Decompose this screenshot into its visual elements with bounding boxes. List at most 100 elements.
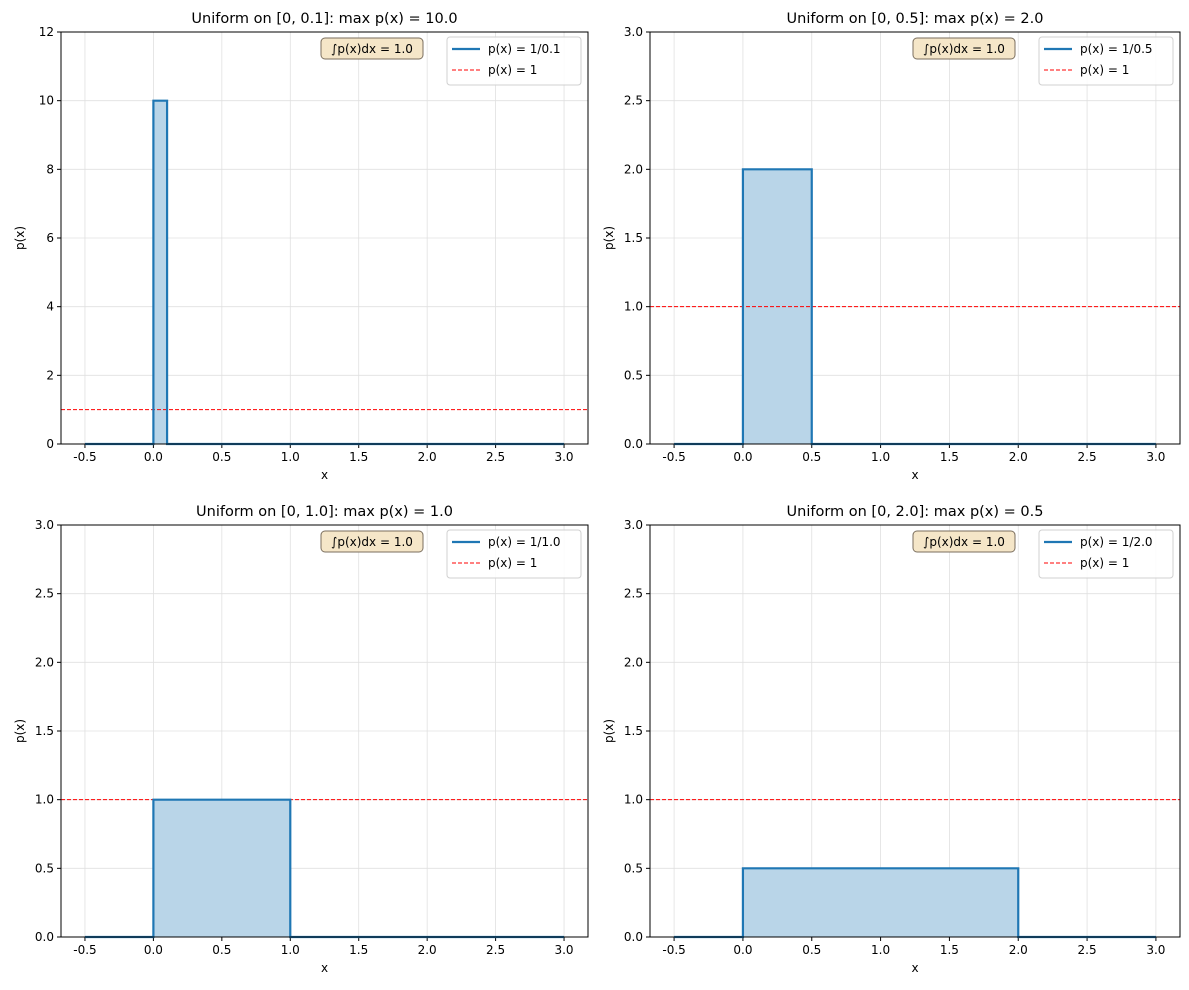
y-tick-label: 6: [46, 231, 54, 245]
x-tick-label: -0.5: [73, 450, 96, 464]
y-tick-label: 0: [46, 437, 54, 451]
legend-label: p(x) = 1: [1080, 63, 1129, 77]
annotation-box: [320, 530, 424, 553]
y-tick-label: 0.5: [624, 368, 643, 382]
y-tick-label: 2.0: [624, 162, 643, 176]
x-axis-label: x: [911, 468, 918, 482]
legend-label: p(x) = 1: [488, 556, 537, 570]
x-tick-label: 2.0: [418, 943, 437, 957]
axes-frame: [60, 31, 589, 445]
x-tick-label: 0.0: [144, 450, 163, 464]
annotation-text: ∫p(x)dx = 1.0: [923, 42, 1005, 56]
x-tick-label: 2.5: [486, 943, 505, 957]
y-tick-label: 2.0: [35, 655, 54, 669]
axes-frame: [60, 524, 589, 938]
x-tick-label: 1.0: [871, 943, 890, 957]
x-tick-label: 3.0: [1146, 450, 1165, 464]
annotation-text: ∫p(x)dx = 1.0: [923, 535, 1005, 549]
axes-frame: [649, 31, 1181, 445]
x-tick-label: 0.5: [802, 943, 821, 957]
y-tick-label: 3.0: [35, 518, 54, 532]
y-tick-label: 1.5: [624, 724, 643, 738]
x-tick-label: 1.0: [281, 943, 300, 957]
y-tick-label: 2: [46, 368, 54, 382]
density-fill-area: [742, 868, 1019, 937]
y-axis-label: p(x): [13, 719, 27, 743]
y-tick-label: 2.5: [624, 94, 643, 108]
x-tick-label: 1.5: [940, 943, 959, 957]
subplot-title: Uniform on [0, 0.5]: max p(x) = 2.0: [787, 11, 1044, 27]
x-tick-label: 1.5: [349, 450, 368, 464]
axes-frame: [649, 524, 1181, 938]
y-tick-label: 2.5: [35, 587, 54, 601]
subplot-4: -0.5 0.0 0.5 1.0 1.5 2.0 2.5 3.0 0.0 0.5 1.0 1.5 2.0…: [602, 504, 1181, 975]
subplot-title: Uniform on [0, 0.1]: max p(x) = 10.0: [191, 11, 457, 27]
x-tick-label: 3.0: [554, 450, 573, 464]
y-tick-label: 12: [39, 25, 54, 39]
y-tick-label: 0.5: [35, 861, 54, 875]
y-tick-label: 1.0: [624, 300, 643, 314]
y-tick-label: 1.5: [624, 231, 643, 245]
x-axis-label: x: [321, 468, 328, 482]
y-tick-label: 2.0: [624, 655, 643, 669]
legend-label: p(x) = 1/0.1: [488, 42, 561, 56]
subplot-2: -0.5 0.0 0.5 1.0 1.5 2.0 2.5 3.0 0.0 0.5 1.0 1.5 2.0…: [602, 11, 1181, 482]
legend-label: p(x) = 1: [488, 63, 537, 77]
x-tick-label: 1.0: [281, 450, 300, 464]
density-fill-area: [153, 799, 291, 937]
x-tick-label: -0.5: [662, 450, 685, 464]
legend-label: p(x) = 1/0.5: [1080, 42, 1153, 56]
x-tick-label: 0.5: [802, 450, 821, 464]
x-tick-label: 3.0: [1146, 943, 1165, 957]
legend-box: [446, 36, 582, 86]
legend-box: [1038, 529, 1174, 579]
x-tick-label: 1.5: [940, 450, 959, 464]
x-tick-label: 2.5: [1078, 450, 1097, 464]
y-tick-label: 3.0: [624, 518, 643, 532]
x-tick-label: 2.5: [1078, 943, 1097, 957]
x-tick-label: 0.5: [212, 450, 231, 464]
x-tick-label: 2.0: [418, 450, 437, 464]
legend-box: [446, 529, 582, 579]
x-tick-label: 0.0: [733, 450, 752, 464]
y-tick-label: 2.5: [624, 587, 643, 601]
y-axis-label: p(x): [13, 226, 27, 250]
x-tick-label: -0.5: [73, 943, 96, 957]
y-tick-label: 0.0: [624, 930, 643, 944]
subplot-1: -0.5 0.0 0.5 1.0 1.5 2.0 2.5 3.0 0 2 4 6 8 10 12 Unifor…: [13, 11, 589, 482]
subplot-3: -0.5 0.0 0.5 1.0 1.5 2.0 2.5 3.0 0.0 0.5 1.0 1.5 2.0…: [13, 504, 589, 975]
y-tick-label: 1.5: [35, 724, 54, 738]
annotation-box: [912, 530, 1016, 553]
x-tick-label: 2.0: [1009, 943, 1028, 957]
density-fill-area: [153, 100, 168, 445]
y-axis-label: p(x): [602, 226, 616, 250]
legend-label: p(x) = 1: [1080, 556, 1129, 570]
y-tick-label: 3.0: [624, 25, 643, 39]
x-tick-label: 3.0: [554, 943, 573, 957]
legend-label: p(x) = 1/1.0: [488, 535, 561, 549]
x-tick-label: 0.5: [212, 943, 231, 957]
x-tick-label: -0.5: [662, 943, 685, 957]
y-tick-label: 8: [46, 162, 54, 176]
x-axis-label: x: [911, 961, 918, 975]
annotation-text: ∫p(x)dx = 1.0: [331, 42, 413, 56]
annotation-text: ∫p(x)dx = 1.0: [331, 535, 413, 549]
y-axis-label: p(x): [602, 719, 616, 743]
legend-box: [1038, 36, 1174, 86]
y-tick-label: 0.5: [624, 861, 643, 875]
subplot-title: Uniform on [0, 1.0]: max p(x) = 1.0: [196, 504, 453, 520]
x-tick-label: 2.5: [486, 450, 505, 464]
y-tick-label: 1.0: [624, 793, 643, 807]
subplot-title: Uniform on [0, 2.0]: max p(x) = 0.5: [787, 504, 1044, 520]
annotation-box: [320, 37, 424, 60]
y-tick-label: 1.0: [35, 793, 54, 807]
y-tick-label: 4: [46, 300, 54, 314]
y-tick-label: 10: [39, 94, 54, 108]
legend-label: p(x) = 1/2.0: [1080, 535, 1153, 549]
x-tick-label: 0.0: [733, 943, 752, 957]
x-tick-label: 0.0: [144, 943, 163, 957]
x-tick-label: 2.0: [1009, 450, 1028, 464]
y-tick-label: 0.0: [35, 930, 54, 944]
x-tick-label: 1.0: [871, 450, 890, 464]
